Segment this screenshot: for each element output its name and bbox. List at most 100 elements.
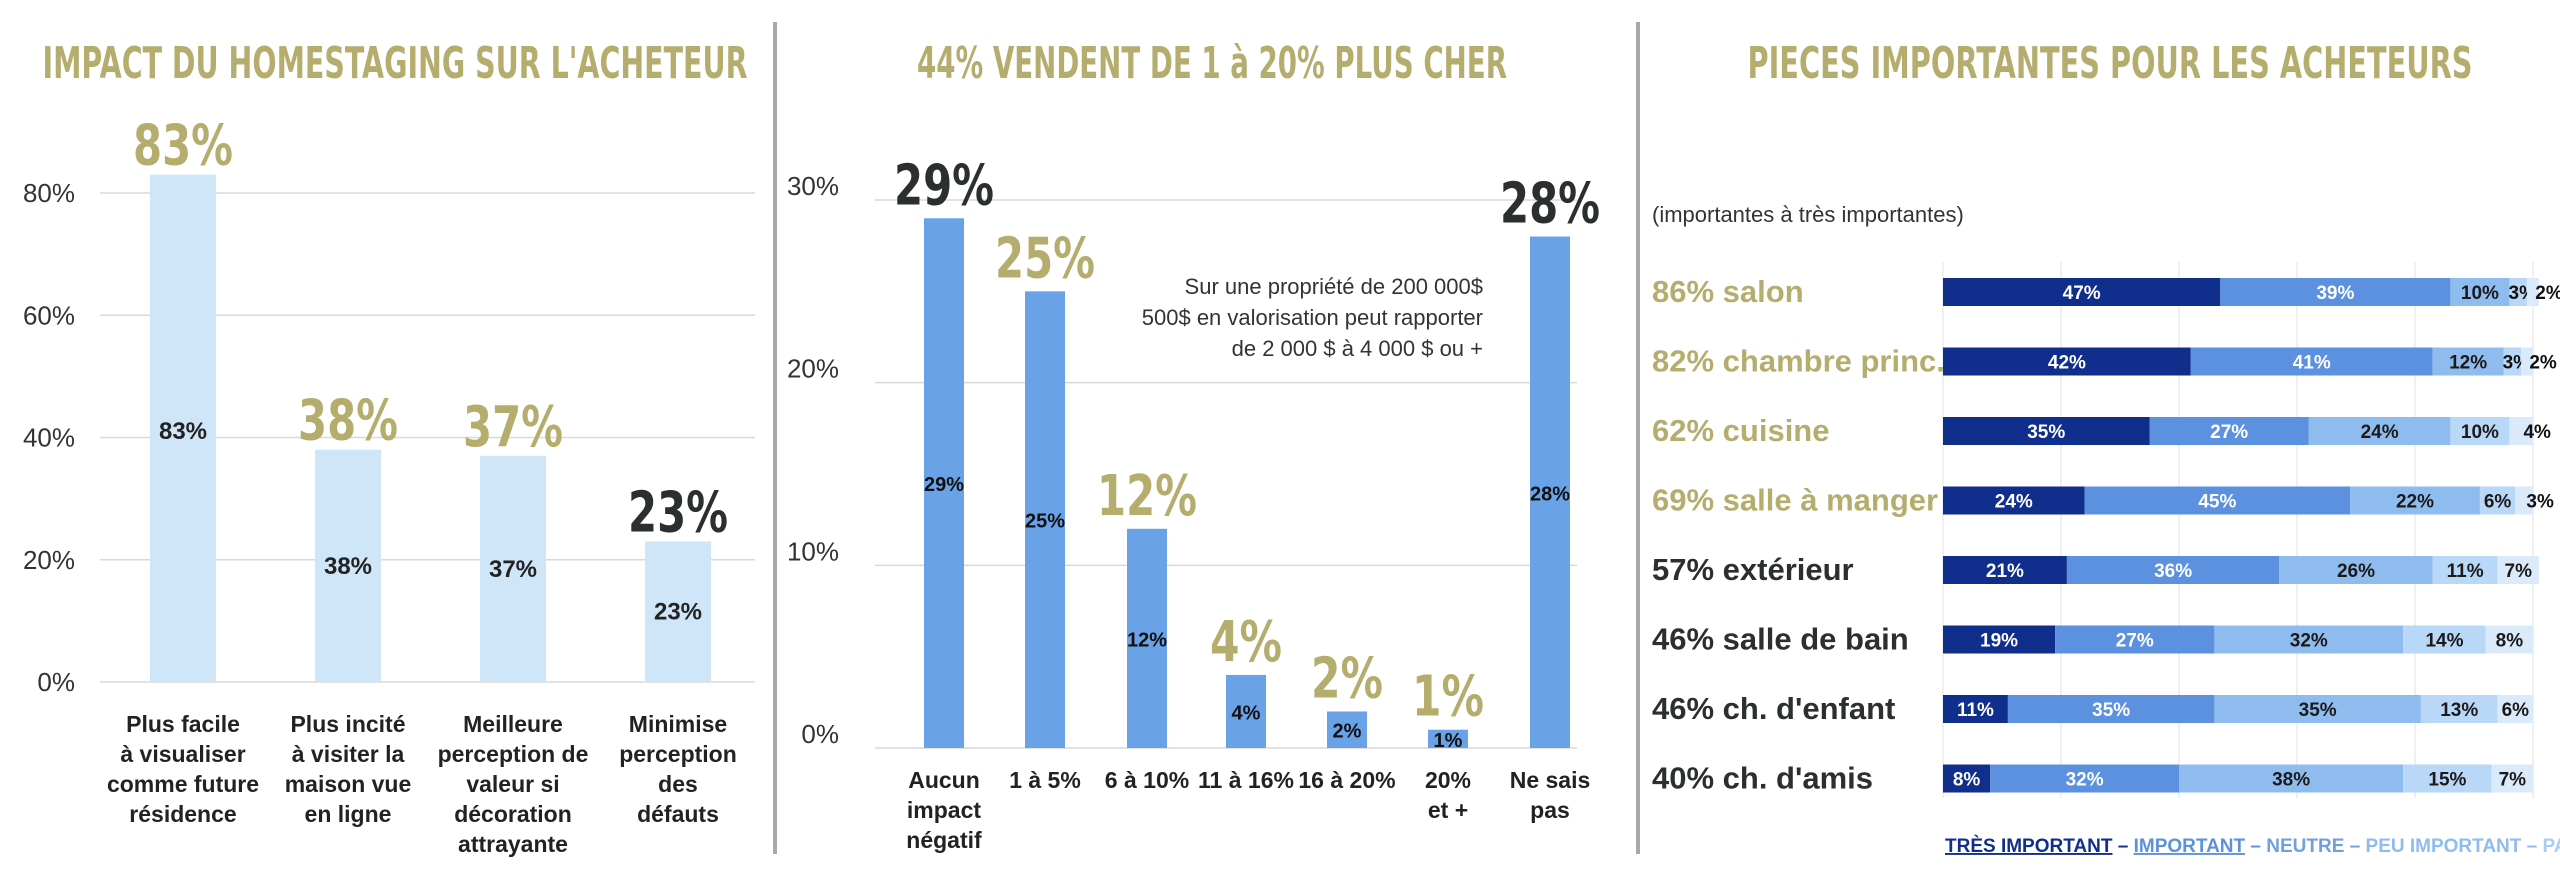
segment-label: 47% [2063, 283, 2101, 304]
bar-inner-label: 83% [159, 418, 207, 445]
stacked-segment [2497, 695, 2533, 723]
segment-label: 35% [2092, 700, 2130, 721]
legend-item: PEU IMPORTANT [2366, 836, 2522, 857]
stacked-segment [2527, 278, 2539, 306]
category-label: 20% [1425, 767, 1471, 793]
stacked-segment [2066, 556, 2280, 584]
row-label: 82% chambre princ. [1652, 344, 1945, 379]
bar-value-label: 4% [1210, 610, 1282, 675]
category-label: 1 à 5% [1009, 767, 1081, 793]
divider-left [773, 22, 777, 854]
segment-label: 10% [2461, 422, 2499, 443]
stacked-segment [2497, 556, 2539, 584]
bar-value-label: 28% [1500, 172, 1600, 237]
bar [1127, 528, 1167, 748]
y-tick-label: 0% [37, 667, 75, 697]
divider-right [1636, 22, 1640, 854]
y-tick-label: 80% [23, 178, 75, 208]
bar-inner-label: 25% [1025, 511, 1065, 533]
category-label: perception [619, 741, 737, 767]
stacked-segment [2515, 486, 2533, 515]
segment-label: 35% [2299, 700, 2337, 721]
bar-value-label: 25% [995, 226, 1095, 291]
bar-inner-label: 1% [1434, 730, 1463, 752]
bar-inner-label: 12% [1127, 629, 1167, 651]
row-label: 62% cuisine [1652, 413, 1829, 448]
stacked-segment [1943, 625, 2056, 654]
chart-important-rooms: PIECES IMPORTANTES POUR LES ACHETEURS (im… [1652, 38, 2560, 857]
segment-label: 11% [1957, 700, 1994, 721]
stacked-segment [2509, 278, 2528, 306]
bar-inner-label: 38% [324, 553, 372, 580]
legend-item: TRÈS IMPORTANT [1945, 835, 2113, 857]
stacked-segment [2521, 347, 2533, 376]
bar [315, 449, 381, 682]
segment-label: 13% [2440, 700, 2478, 721]
category-label: comme future [107, 771, 259, 797]
category-label: défauts [637, 801, 719, 827]
segment-label: 2% [2535, 283, 2560, 304]
bar-value-label: 12% [1097, 464, 1197, 529]
category-label: à visiter la [292, 741, 405, 767]
annotation-text: 500$ en valorisation peut rapporter [1142, 305, 1483, 330]
stacked-segment [2432, 347, 2504, 376]
annotation-text: de 2 000 $ à 4 000 $ ou + [1232, 336, 1483, 361]
stacked-segment [2308, 417, 2451, 445]
stacked-segment [2450, 417, 2510, 445]
row-label: 69% salle à manger [1652, 483, 1938, 518]
y-tick-label: 30% [787, 171, 839, 201]
stacked-segment [2214, 625, 2404, 654]
bar-inner-label: 23% [654, 599, 702, 626]
stacked-segment [1990, 764, 2179, 793]
category-label: attrayante [458, 831, 568, 857]
segment-label: 27% [2116, 631, 2154, 652]
annotation-text: Sur une propriété de 200 000$ [1185, 274, 1483, 299]
segment-label: 8% [2496, 631, 2524, 652]
legend: TRÈS IMPORTANT – IMPORTANT – NEUTRE – PE… [1945, 835, 2560, 857]
stacked-segment [2479, 486, 2516, 515]
stacked-segment [2485, 625, 2533, 654]
bar-value-label: 1% [1412, 665, 1484, 730]
segment-label: 6% [2484, 492, 2512, 513]
segment-label: 24% [1995, 492, 2033, 513]
category-label: valeur si [466, 771, 559, 797]
segment-label: 22% [2396, 492, 2434, 513]
y-tick-label: 60% [23, 300, 75, 330]
segment-label: 3% [2526, 492, 2554, 513]
segment-label: 26% [2337, 561, 2375, 582]
bar-value-label: 2% [1311, 646, 1383, 711]
segment-label: 7% [2505, 561, 2533, 582]
category-label: en ligne [305, 801, 392, 827]
y-tick-label: 10% [787, 536, 839, 566]
category-label: négatif [906, 827, 982, 853]
segment-label: 21% [1986, 561, 2024, 582]
bar [1428, 729, 1468, 748]
segment-label: 10% [2461, 283, 2499, 304]
chart-title: PIECES IMPORTANTES POUR LES ACHETEURS [1748, 38, 2473, 89]
segment-label: 35% [2027, 422, 2065, 443]
stacked-segment [2420, 695, 2498, 723]
segment-label: 38% [2272, 770, 2310, 791]
stacked-segment [2403, 764, 2492, 793]
category-label: 11 à 16% [1198, 767, 1294, 793]
bar [1226, 674, 1266, 748]
stacked-segment [2503, 347, 2522, 376]
segment-label: 45% [2198, 492, 2236, 513]
category-label: pas [1530, 797, 1570, 823]
stacked-segment [2403, 625, 2486, 654]
legend-separator: – [2112, 836, 2133, 857]
bar-value-label: 23% [628, 480, 728, 545]
category-label: Meilleure [463, 711, 563, 737]
bar [480, 455, 546, 682]
stacked-segment [2084, 486, 2351, 515]
bar-value-label: 29% [894, 153, 994, 218]
legend-item: PAS DU TOUT [2543, 836, 2560, 857]
y-tick-label: 20% [787, 354, 839, 384]
stacked-segment [2491, 764, 2533, 793]
segment-label: 32% [2066, 770, 2104, 791]
bar-value-label: 38% [298, 389, 398, 454]
segment-label: 24% [2361, 422, 2399, 443]
segment-label: 19% [1980, 631, 2018, 652]
segment-label: 8% [1953, 770, 1981, 791]
stacked-segment [2190, 347, 2433, 376]
